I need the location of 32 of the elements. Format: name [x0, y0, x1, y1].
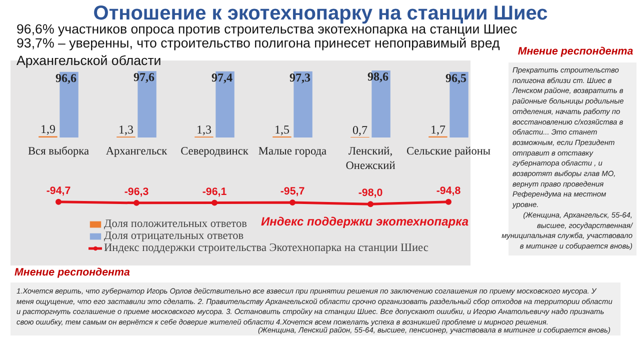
chart-title: Отношение к экотехнопарку на станции Шиес: [93, 2, 548, 24]
data-label: -96,1: [202, 186, 227, 198]
data-label: 1,7: [430, 122, 446, 136]
data-label: -98,0: [358, 187, 383, 200]
x-tick-label: Вся выборка: [28, 146, 90, 158]
text: Индекс поддержки экотехнопарка: [260, 214, 469, 228]
data-label: 97,3: [290, 70, 311, 84]
legend-label: Доля отрицательных ответов: [104, 230, 244, 242]
data-label: -94,7: [46, 184, 71, 197]
data-label: 1,9: [40, 122, 56, 136]
legend-label: Доля положительных ответов: [104, 218, 247, 230]
data-label: -95,7: [280, 186, 305, 198]
data-label: 97,4: [212, 70, 233, 84]
x-tick-label: Архангельск: [106, 146, 168, 158]
data-label: 1,3: [196, 122, 212, 137]
text: 93,7% – уверенны, что строительство полигона принесет непоправимый вред Архангельской области: [16, 36, 500, 68]
data-label: -94,8: [436, 184, 461, 197]
data-label: -96,3: [124, 186, 149, 198]
data-label: 97,6: [134, 70, 155, 84]
x-tick-label: Ленский, Онежский: [346, 146, 396, 172]
data-label: 98,6: [368, 70, 389, 84]
x-tick-label: Северодвинск: [180, 146, 249, 158]
data-label: 0,7: [352, 123, 368, 138]
data-label: 96,6: [56, 70, 77, 85]
data-label: 1,3: [118, 122, 134, 137]
x-tick-label: Малые города: [258, 146, 327, 158]
legend-label: Индекс поддержки строительства Экотехнопарка на станции Шиес: [104, 242, 428, 254]
data-label: 1,5: [274, 122, 290, 136]
text: Мнение респондента: [14, 266, 130, 278]
data-label: 96,5: [446, 70, 467, 85]
text: Мнение респондента: [518, 46, 634, 58]
x-tick-label: Сельские районы: [406, 146, 491, 158]
